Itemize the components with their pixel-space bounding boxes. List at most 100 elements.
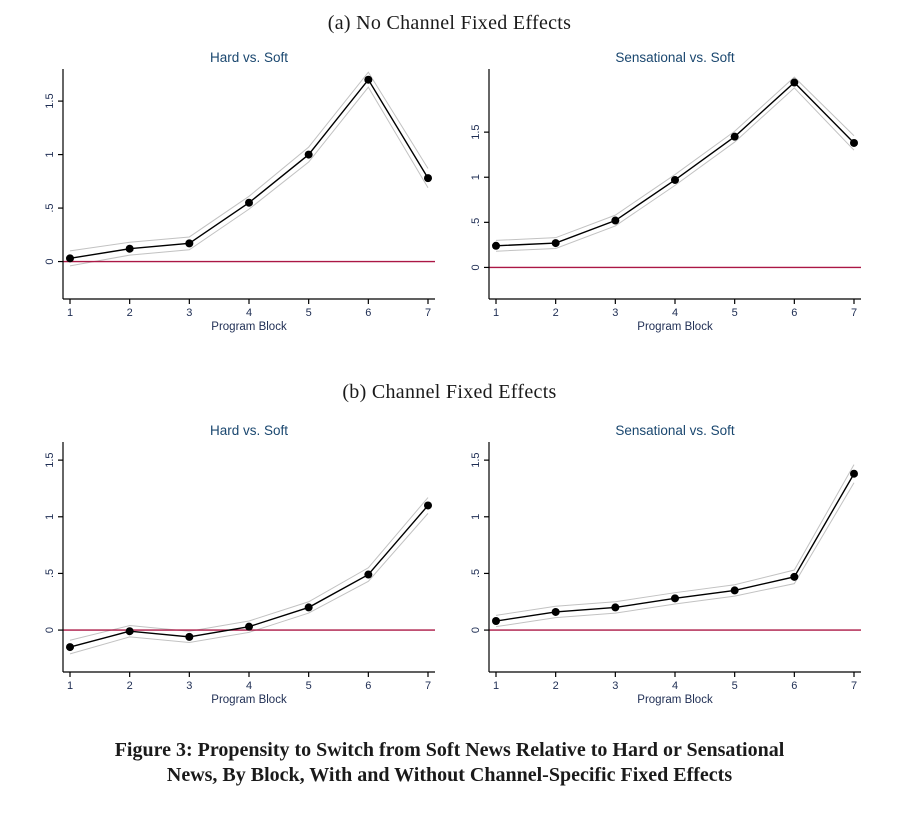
ci-upper-line	[69, 497, 428, 641]
y-tick-label: 1	[470, 174, 482, 180]
x-tick-label: 2	[552, 680, 558, 692]
estimate-marker	[670, 594, 679, 603]
y-tick-label: 0	[470, 264, 482, 270]
x-tick-label: 6	[365, 307, 371, 319]
x-tick-label: 7	[424, 307, 430, 319]
panel-b-chart-row: 0.5 1 1.5 1 2 3 4 5 6 7 Hard vs. Soft Program Block…	[0, 422, 899, 714]
x-tick-label: 5	[731, 680, 737, 692]
x-axis-title: Program Block	[211, 321, 287, 333]
estimate-marker	[551, 239, 560, 248]
x-tick-label: 5	[305, 307, 311, 319]
x-tick-label: 6	[365, 680, 371, 692]
y-tick-label: 0	[470, 627, 482, 633]
estimate-marker	[849, 469, 858, 478]
ci-lower-line	[495, 482, 854, 628]
ci-lower-line	[495, 87, 854, 252]
estimate-marker	[244, 198, 253, 207]
x-tick-label: 7	[424, 680, 430, 692]
x-tick-label: 2	[126, 680, 132, 692]
panel-a-title: (a) No Channel Fixed Effects	[327, 12, 572, 34]
estimate-line	[69, 78, 429, 260]
ci-lower-line	[69, 86, 428, 267]
caption-line-2: News, By Block, With and Without Channel…	[166, 764, 733, 786]
x-tick-label: 6	[791, 307, 797, 319]
x-tick-label: 6	[791, 680, 797, 692]
panel-a-chart-row: 0.5 1 1.5 1 2 3 4 5 6 7 Hard vs. Soft Program Block…	[0, 49, 899, 341]
y-tick-label: 0	[44, 258, 56, 264]
estimate-marker	[65, 254, 74, 263]
x-tick-label: 1	[492, 680, 498, 692]
estimate-marker	[65, 643, 74, 652]
estimate-marker	[491, 617, 500, 626]
ci-upper-line	[495, 76, 854, 241]
estimate-marker	[184, 632, 193, 641]
estimate-marker	[551, 607, 560, 616]
no-fe-sensational-vs-soft-svg: 0 .5 1 1.5 1 2 3 4 5 6 7 Sensational vs. Soft Progra…	[470, 50, 861, 333]
estimate-marker	[730, 132, 739, 141]
estimate-marker	[789, 572, 798, 581]
x-tick-label: 7	[850, 307, 856, 319]
estimate-marker	[849, 138, 858, 147]
chart-title: Hard vs. Soft	[209, 50, 287, 65]
x-tick-label: 4	[671, 680, 677, 692]
estimate-marker	[125, 244, 134, 253]
fe-hard-vs-soft-svg: 0 .5 1 1.5 1 2 3 4 5 6 7 Hard vs. Soft Program Block	[44, 423, 435, 706]
ci-upper-line	[69, 71, 428, 252]
panel-b-title: (b) Channel Fixed Effects	[342, 381, 557, 403]
estimate-marker	[423, 174, 432, 183]
x-axis-title: Program Block	[211, 694, 287, 706]
x-tick-label: 3	[186, 680, 192, 692]
y-tick-label: 1.5	[44, 93, 56, 108]
estimate-marker	[244, 622, 253, 631]
y-tick-label: .5	[470, 569, 482, 578]
estimate-marker	[125, 627, 134, 636]
chart-title: Hard vs. Soft	[209, 423, 287, 438]
figure-caption: Figure 3: Propensity to Switch from Soft…	[0, 738, 899, 788]
x-tick-label: 2	[126, 307, 132, 319]
x-tick-label: 4	[245, 307, 251, 319]
x-tick-label: 4	[671, 307, 677, 319]
estimate-marker	[610, 216, 619, 225]
y-tick-label: 1	[44, 514, 56, 520]
x-tick-label: 1	[492, 307, 498, 319]
chart-title: Sensational vs. Soft	[615, 423, 735, 438]
y-tick-label: .5	[44, 569, 56, 578]
chart-fe-sensational-vs-soft: 0 .5 1 1.5 1 2 3 4 5 6 7 Sensational vs. Soft Progra…	[453, 422, 873, 714]
estimate-marker	[789, 78, 798, 87]
y-tick-label: 1	[44, 152, 56, 158]
chart-no-fe-sensational-vs-soft: 0 .5 1 1.5 1 2 3 4 5 6 7 Sensational vs. Soft Progra…	[453, 49, 873, 341]
estimate-marker	[730, 586, 739, 595]
chart-no-fe-hard-vs-soft: 0 .5 1 1.5 1 2 3 4 5 6 7 Hard vs. Soft Program Block	[27, 49, 447, 341]
chart-fe-hard-vs-soft: 0 .5 1 1.5 1 2 3 4 5 6 7 Hard vs. Soft Program Block	[27, 422, 447, 714]
x-tick-label: 3	[186, 307, 192, 319]
estimate-marker	[610, 603, 619, 612]
x-tick-label: 5	[305, 680, 311, 692]
estimate-marker	[184, 239, 193, 248]
x-tick-label: 1	[66, 307, 72, 319]
estimate-marker	[363, 75, 372, 84]
estimate-line	[495, 81, 854, 247]
fe-sensational-vs-soft-svg: 0 .5 1 1.5 1 2 3 4 5 6 7 Sensational vs. Soft Progra…	[470, 423, 861, 706]
x-axis-title: Program Block	[637, 321, 713, 333]
y-tick-label: 1.5	[44, 452, 56, 467]
chart-title: Sensational vs. Soft	[615, 50, 735, 65]
caption-line-1: Figure 3: Propensity to Switch from Soft…	[114, 739, 785, 761]
x-tick-label: 7	[850, 680, 856, 692]
estimate-marker	[304, 150, 313, 159]
x-axis-title: Program Block	[637, 694, 713, 706]
x-tick-label: 3	[612, 680, 618, 692]
estimate-marker	[363, 570, 372, 579]
y-tick-label: 1.5	[470, 124, 482, 139]
x-tick-label: 5	[731, 307, 737, 319]
y-tick-label: 0	[44, 627, 56, 633]
y-tick-label: .5	[470, 218, 482, 227]
estimate-marker	[670, 175, 679, 184]
estimate-marker	[423, 501, 432, 510]
x-tick-label: 1	[66, 680, 72, 692]
y-tick-label: 1.5	[470, 452, 482, 467]
ci-lower-line	[69, 513, 428, 655]
estimate-marker	[491, 241, 500, 250]
x-tick-label: 2	[552, 307, 558, 319]
y-tick-label: .5	[44, 203, 56, 212]
